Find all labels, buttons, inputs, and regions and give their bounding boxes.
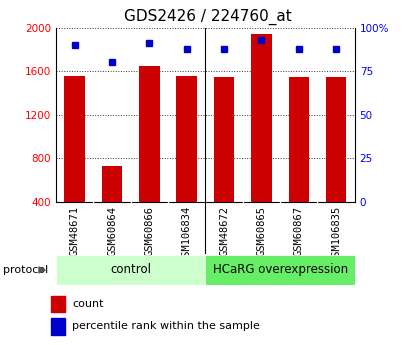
Text: control: control [110, 264, 151, 276]
Text: protocol: protocol [3, 265, 48, 275]
Bar [251, 34, 272, 202]
Bar [102, 166, 122, 202]
Text: HCaRG overexpression: HCaRG overexpression [212, 264, 348, 276]
Bar [51, 318, 66, 335]
Bar [176, 76, 197, 202]
FancyBboxPatch shape [56, 255, 205, 285]
Text: GSM48671: GSM48671 [70, 206, 80, 256]
Text: percentile rank within the sample: percentile rank within the sample [73, 322, 260, 332]
Bar [64, 76, 85, 202]
Bar [288, 77, 309, 202]
Text: GSM60865: GSM60865 [256, 206, 266, 256]
Bar [139, 66, 160, 202]
FancyBboxPatch shape [205, 255, 355, 285]
Text: GSM48672: GSM48672 [219, 206, 229, 256]
Text: GSM60867: GSM60867 [294, 206, 304, 256]
Text: GSM106835: GSM106835 [331, 206, 341, 262]
Bar [51, 296, 66, 312]
Text: GSM106834: GSM106834 [182, 206, 192, 262]
Bar [326, 77, 347, 202]
Text: GSM60866: GSM60866 [144, 206, 154, 256]
Bar [214, 77, 234, 202]
Text: GDS2426 / 224760_at: GDS2426 / 224760_at [124, 9, 291, 25]
Text: GSM60864: GSM60864 [107, 206, 117, 256]
Text: count: count [73, 299, 104, 309]
